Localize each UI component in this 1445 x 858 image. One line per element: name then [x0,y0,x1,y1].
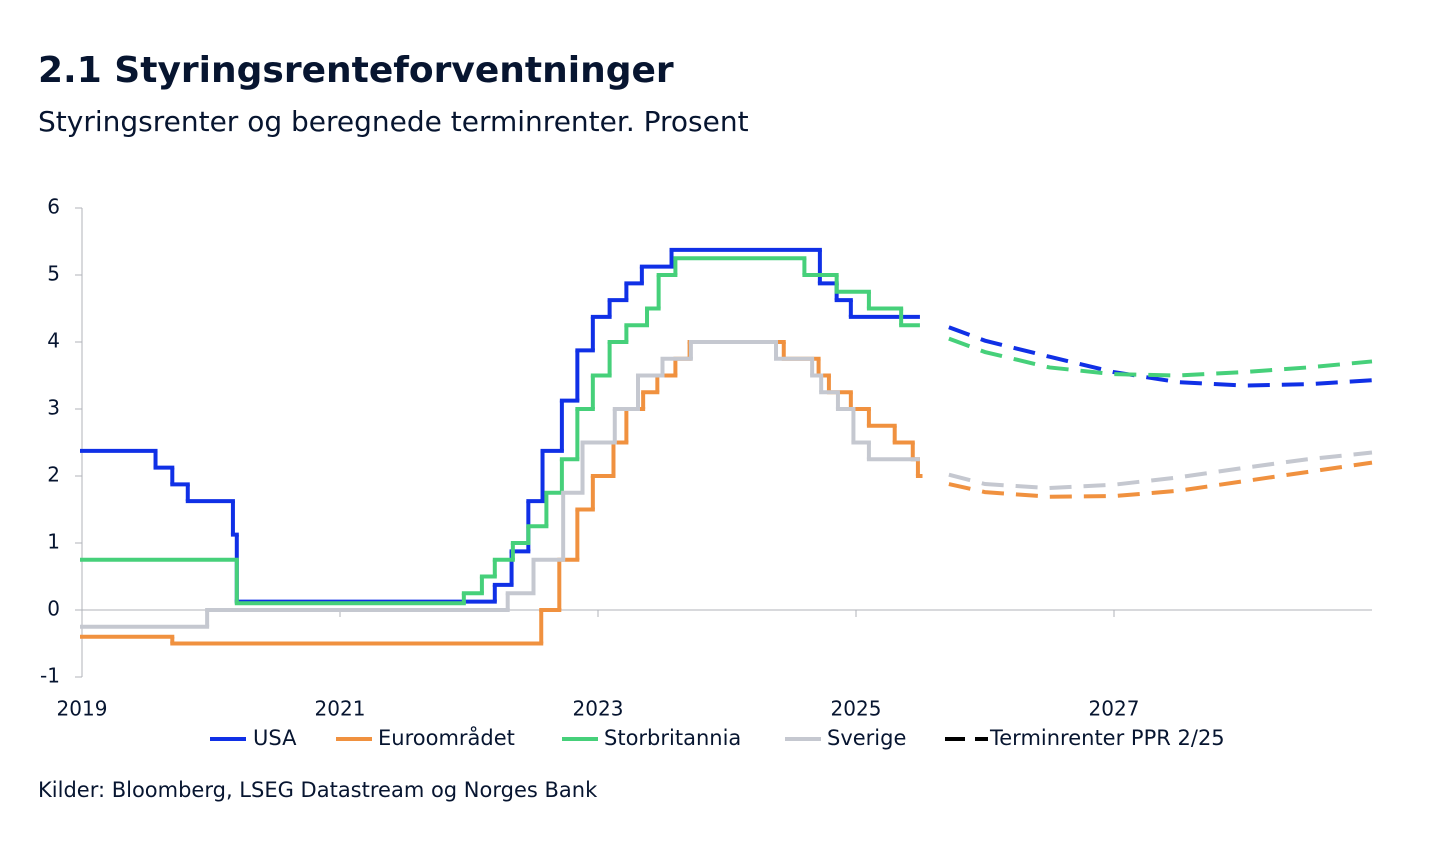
source: Kilder: Bloomberg, LSEG Datastream og No… [38,778,598,802]
y-tick-label: 5 [47,262,60,286]
legend-label: Euroområdet [378,725,515,750]
forward-line [948,450,1373,491]
forward-line [948,325,1373,388]
chart-title: 2.1 Styringsrenteforventninger [38,50,674,91]
y-tick-label: -1 [40,664,60,688]
legend-label: Storbritannia [604,726,741,750]
legend-label: Sverige [827,726,906,750]
chart-subtitle: Styringsrenter og beregnede terminrenter… [38,105,749,138]
legend-label: USA [253,726,297,750]
forward-line [948,336,1373,378]
y-tick-label: 2 [47,463,60,487]
x-tick-label: 2027 [1089,697,1140,721]
x-tick-label: 2023 [573,697,624,721]
y-tick-label: 1 [47,530,60,554]
x-tick-label: 2019 [57,697,108,721]
y-tick-label: 6 [47,195,60,219]
forward-line [948,460,1373,499]
y-tick-label: 4 [47,329,60,353]
y-tick-label: 3 [47,396,60,420]
y-tick-label: 0 [47,597,60,621]
x-tick-label: 2021 [315,697,366,721]
x-tick-label: 2025 [831,697,882,721]
legend-label: Terminrenter PPR 2/25 [989,726,1225,750]
